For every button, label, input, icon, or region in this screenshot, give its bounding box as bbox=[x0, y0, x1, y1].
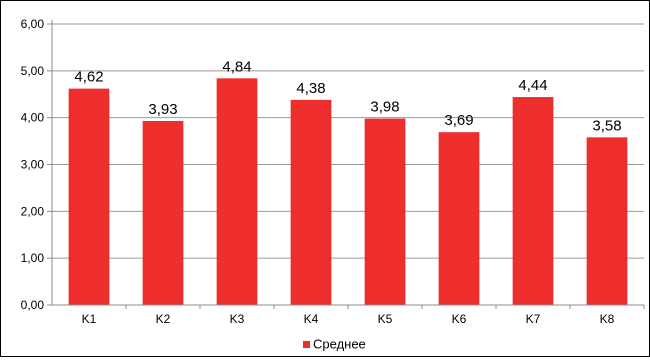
x-tick-label-k1: K1 bbox=[82, 312, 97, 326]
data-label-k1: 4,62 bbox=[74, 69, 103, 86]
data-label-k2: 3,93 bbox=[148, 101, 177, 118]
x-tick-label-k6: K6 bbox=[452, 312, 467, 326]
axes: 0,00 1,00 2,00 3,00 4,00 5,00 6,00 K1 K2 K3 K4 K5 K6… bbox=[21, 17, 645, 326]
bar-k2 bbox=[142, 120, 184, 305]
y-tick-label: 6,00 bbox=[21, 17, 45, 31]
data-label-k5: 3,98 bbox=[370, 99, 399, 116]
y-tick-label: 2,00 bbox=[21, 204, 45, 218]
bar-k5 bbox=[364, 118, 406, 305]
x-tick-label-k4: K4 bbox=[304, 312, 319, 326]
x-tick-label-k2: K2 bbox=[156, 312, 171, 326]
y-tick-label: 4,00 bbox=[21, 111, 45, 125]
y-tick-label: 0,00 bbox=[21, 298, 45, 312]
data-label-k7: 4,44 bbox=[518, 77, 547, 94]
gridlines bbox=[52, 23, 644, 259]
y-tick-label: 3,00 bbox=[21, 158, 45, 172]
data-label-k4: 4,38 bbox=[296, 80, 325, 97]
legend: Среднее bbox=[303, 337, 366, 352]
data-labels: 4,62 3,93 4,84 4,38 3,98 3,69 4,44 3,58 bbox=[74, 58, 621, 134]
legend-swatch bbox=[303, 341, 310, 348]
x-tick-label-k8: K8 bbox=[600, 312, 615, 326]
y-tick-label: 1,00 bbox=[21, 251, 45, 265]
x-tick-label-k5: K5 bbox=[378, 312, 393, 326]
legend-label: Среднее bbox=[313, 337, 366, 352]
bar-k4 bbox=[290, 99, 332, 306]
x-tick-label-k7: K7 bbox=[526, 312, 541, 326]
bar-k6 bbox=[438, 132, 480, 305]
x-tick-label-k3: K3 bbox=[230, 312, 245, 326]
data-label-k6: 3,69 bbox=[444, 112, 473, 129]
data-label-k8: 3,58 bbox=[592, 117, 621, 134]
y-tick-label: 5,00 bbox=[21, 64, 45, 78]
bars bbox=[68, 78, 628, 306]
bar-k7 bbox=[512, 97, 554, 305]
bar-k3 bbox=[216, 78, 258, 306]
bar-k8 bbox=[586, 137, 628, 305]
bar-k1 bbox=[68, 88, 110, 305]
data-label-k3: 4,84 bbox=[222, 58, 251, 75]
